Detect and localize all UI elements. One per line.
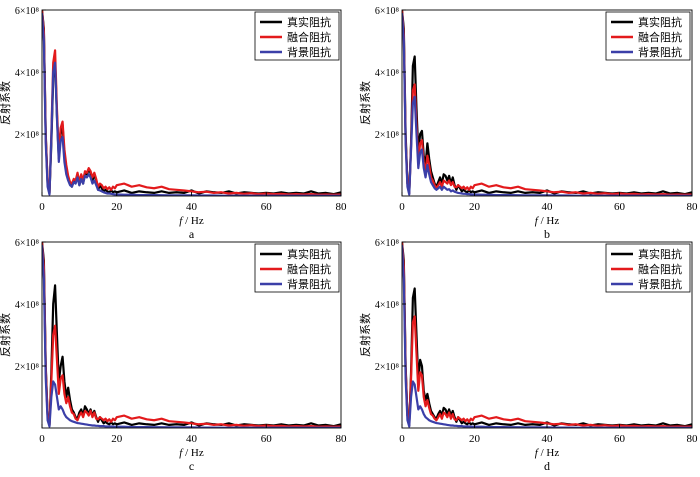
x-axis-label-unit: / Hz — [182, 447, 204, 459]
x-tick-label: 60 — [614, 201, 626, 213]
x-tick-label: 20 — [469, 433, 481, 445]
panel-label: d — [544, 459, 550, 472]
x-tick-label: 0 — [39, 433, 45, 445]
x-tick-label: 40 — [542, 433, 554, 445]
y-axis-label: 反射系数 — [0, 81, 12, 125]
x-tick-label: 80 — [687, 433, 699, 445]
y-tick-label: 6×10⁸ — [15, 6, 40, 17]
y-tick-label: 4×10⁸ — [15, 68, 40, 79]
panel-a: 0 20 40 60 80 2×10⁸ 4×10⁸ 6×10⁸ 反射系数 f / Hza 真实阻抗融… — [0, 6, 347, 241]
x-tick-label: 60 — [614, 433, 626, 445]
y-tick-label: 6×10⁸ — [375, 238, 400, 249]
x-axis-label: f / Hz — [535, 447, 560, 459]
panel-c: 0 20 40 60 80 2×10⁸ 4×10⁸ 6×10⁸ 反射系数 f / Hzc 真实阻抗融… — [0, 238, 348, 473]
x-axis-label-variable: f — [535, 215, 540, 227]
x-axis-label-variable: f — [179, 447, 184, 459]
x-tick-label: 60 — [261, 433, 273, 445]
x-tick-label: 80 — [687, 201, 699, 213]
y-tick-label: 2×10⁸ — [375, 130, 400, 141]
y-tick-label: 2×10⁸ — [15, 362, 40, 373]
x-axis-label: f / Hz — [179, 447, 204, 459]
legend-label: 背景阻抗 — [287, 277, 331, 291]
legend-label: 真实阻抗 — [287, 247, 331, 261]
legend-label: 融合阻抗 — [638, 30, 682, 44]
y-tick-label: 4×10⁸ — [15, 300, 40, 311]
legend-label: 背景阻抗 — [287, 45, 331, 59]
x-axis-label-unit: / Hz — [182, 215, 204, 227]
series-line-fused-impedance — [42, 242, 341, 428]
x-axis-label-unit: / Hz — [538, 215, 560, 227]
panel-d: 0 20 40 60 80 2×10⁸ 4×10⁸ 6×10⁸ 反射系数 f / Hzd 真实阻抗融… — [358, 238, 699, 473]
legend-label: 融合阻抗 — [287, 30, 331, 44]
panel-b: 0 20 40 60 80 2×10⁸ 4×10⁸ 6×10⁸ 反射系数 f / Hzb 真实阻抗融… — [358, 6, 698, 241]
x-tick-label: 0 — [39, 201, 45, 213]
legend-label: 背景阻抗 — [638, 45, 682, 59]
y-tick-label: 2×10⁸ — [15, 130, 40, 141]
legend-label: 融合阻抗 — [638, 262, 682, 276]
x-tick-label: 0 — [399, 433, 405, 445]
y-tick-label: 6×10⁸ — [375, 6, 400, 17]
panel-label: b — [544, 227, 550, 241]
legend-label: 真实阻抗 — [638, 247, 682, 261]
x-axis-label-unit: / Hz — [538, 447, 560, 459]
x-tick-label: 80 — [336, 201, 348, 213]
x-tick-label: 40 — [186, 433, 198, 445]
y-tick-label: 4×10⁸ — [375, 300, 400, 311]
x-axis-label-variable: f — [535, 447, 540, 459]
x-tick-label: 60 — [261, 201, 273, 213]
x-axis-label: f / Hz — [535, 215, 560, 227]
x-tick-label: 80 — [336, 433, 348, 445]
y-axis-label: 反射系数 — [358, 81, 372, 125]
x-axis-label: f / Hz — [179, 215, 204, 227]
y-axis-label: 反射系数 — [358, 313, 372, 357]
legend-label: 融合阻抗 — [287, 262, 331, 276]
x-tick-label: 40 — [186, 201, 198, 213]
panel-label: a — [189, 227, 195, 241]
x-tick-label: 40 — [542, 201, 554, 213]
y-tick-label: 4×10⁸ — [375, 68, 400, 79]
legend-label: 背景阻抗 — [638, 277, 682, 291]
legend-label: 真实阻抗 — [638, 15, 682, 29]
y-axis-label: 反射系数 — [0, 313, 12, 357]
y-tick-label: 2×10⁸ — [375, 362, 400, 373]
x-tick-label: 20 — [111, 433, 123, 445]
x-tick-label: 20 — [111, 201, 123, 213]
x-tick-label: 0 — [399, 201, 405, 213]
series-line-fused-impedance — [402, 242, 692, 428]
panel-label: c — [189, 459, 194, 472]
legend-label: 真实阻抗 — [287, 15, 331, 29]
x-axis-label-variable: f — [179, 215, 184, 227]
y-tick-label: 6×10⁸ — [15, 238, 40, 249]
x-tick-label: 20 — [469, 201, 481, 213]
